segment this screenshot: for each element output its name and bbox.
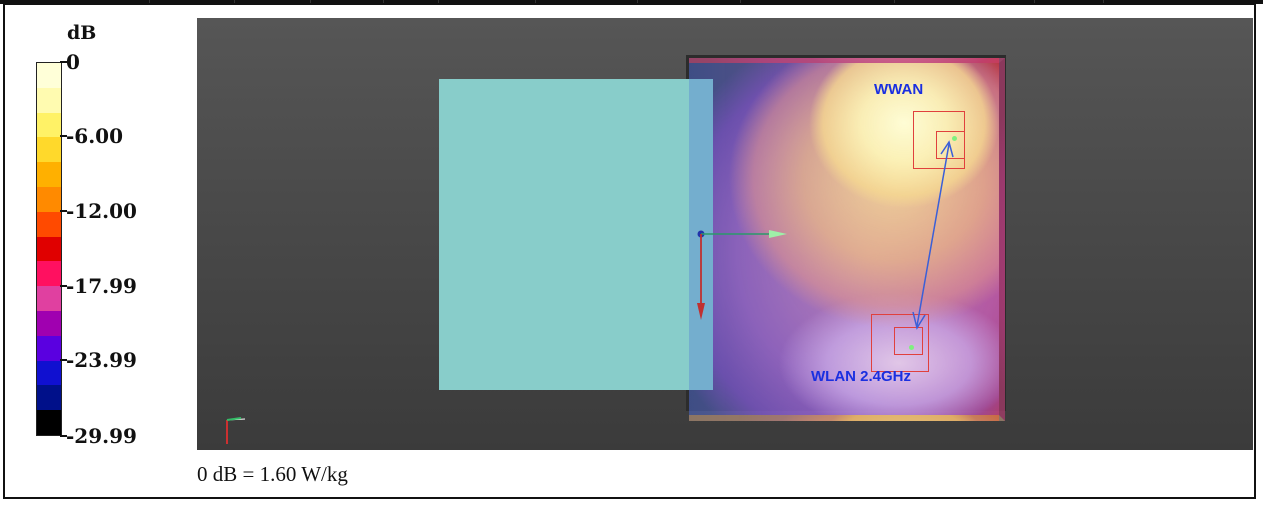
legend-label: -29.99 <box>66 424 137 448</box>
wlan-label: WLAN 2.4GHz <box>811 368 912 385</box>
legend-color-step <box>37 261 61 287</box>
wwan-inner-box <box>936 131 965 159</box>
legend-color-step <box>37 211 61 237</box>
axis-triad-icon <box>697 230 787 320</box>
legend-color-step <box>37 286 61 311</box>
top-border <box>0 0 1263 4</box>
legend-tick <box>60 285 67 287</box>
legend-color-step <box>37 137 61 163</box>
double-arrow-icon <box>912 140 954 330</box>
legend-label: -12.00 <box>66 199 137 223</box>
sar-heatmap <box>689 58 1005 421</box>
wlan-inner-box <box>894 327 923 355</box>
legend-tick <box>60 61 67 63</box>
legend-label: -6.00 <box>66 124 124 148</box>
legend-label: -23.99 <box>66 348 137 372</box>
legend-tick <box>60 435 67 437</box>
overlay-graphics <box>226 140 954 444</box>
legend-color-step <box>37 186 61 212</box>
legend-color-step <box>37 162 61 187</box>
legend-tick <box>60 359 67 361</box>
legend-label: -17.99 <box>66 274 137 298</box>
legend-color-bar <box>36 62 62 436</box>
legend-unit: dB <box>67 22 97 44</box>
wlan-outer-box <box>871 314 929 372</box>
legend-color-step <box>37 63 61 88</box>
corner-axis-icon <box>226 417 246 444</box>
legend-tick <box>60 210 67 212</box>
legend-color-step <box>37 385 61 411</box>
wwan-peak-dot <box>952 136 957 141</box>
legend-color-step <box>37 87 61 113</box>
legend-tick <box>60 135 67 137</box>
legend-color-step <box>37 310 61 336</box>
legend-color-step <box>37 335 61 361</box>
wlan-peak-dot <box>909 345 914 350</box>
legend-color-step <box>37 236 61 262</box>
legend-color-step <box>37 410 61 435</box>
phantom-region <box>439 79 713 390</box>
wwan-label: WWAN <box>874 81 924 98</box>
legend-color-step <box>37 360 61 386</box>
legend-label: 0 <box>66 50 80 74</box>
scale-reference: 0 dB = 1.60 W/kg <box>197 462 348 486</box>
legend-color-step <box>37 112 61 138</box>
sar-viewport: WWAN WLAN 2.4GHz <box>197 18 1253 450</box>
